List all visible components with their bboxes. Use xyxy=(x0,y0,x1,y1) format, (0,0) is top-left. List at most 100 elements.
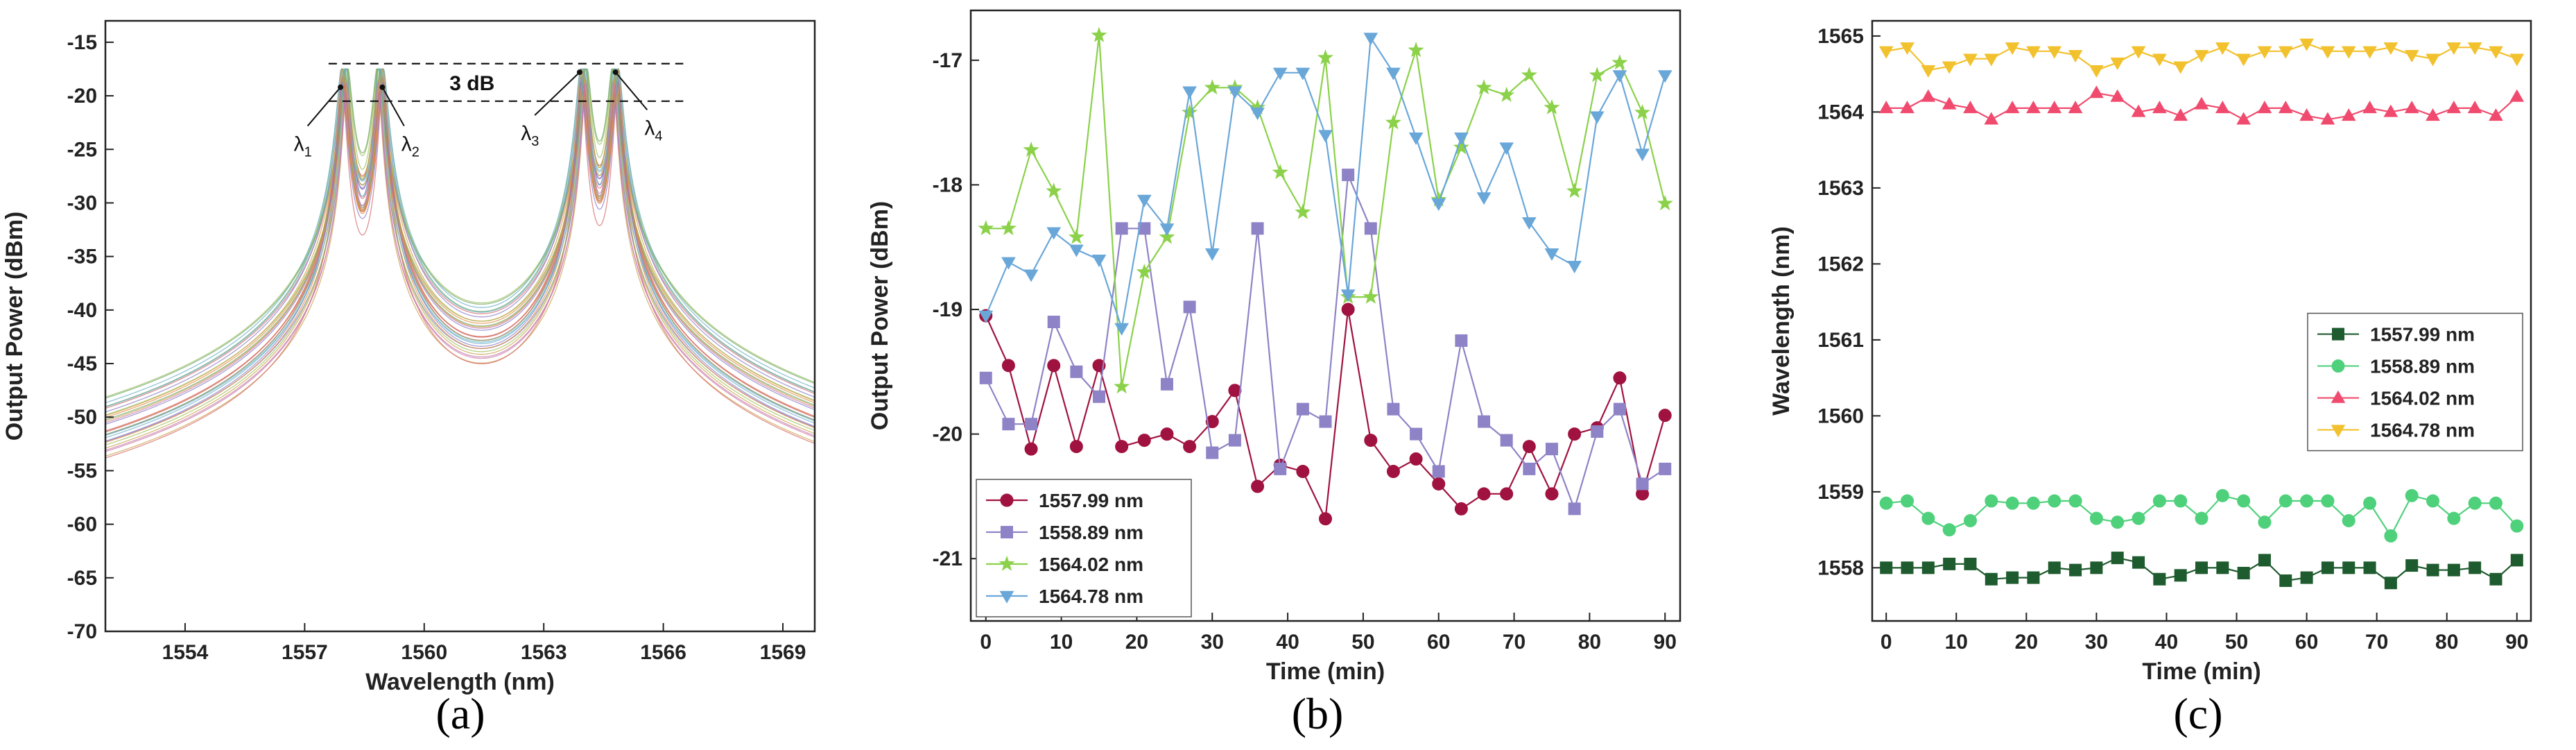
y-tick-label: 1562 xyxy=(1817,253,1864,275)
data-point-marker xyxy=(2194,50,2209,63)
data-point-marker xyxy=(2446,42,2462,56)
series-2 xyxy=(1879,488,2524,543)
data-point-marker xyxy=(1521,217,1537,230)
data-point-marker xyxy=(1023,142,1039,157)
legend-item: 1557.99 nm xyxy=(2317,324,2475,346)
data-point-marker xyxy=(1942,61,1957,74)
data-point-marker xyxy=(1318,130,1333,143)
x-tick-label: 30 xyxy=(1201,631,1224,654)
x-tick-label: 10 xyxy=(1945,631,1968,654)
data-point-marker xyxy=(1250,108,1265,121)
y-tick-label: 1563 xyxy=(1817,177,1864,200)
data-point-marker xyxy=(2047,46,2062,59)
data-point-marker xyxy=(1317,49,1334,65)
data-point-marker xyxy=(2362,101,2377,114)
x-tick-label: 60 xyxy=(2295,631,2318,654)
legend-item: 1564.02 nm xyxy=(986,554,1143,575)
x-tick-label: 40 xyxy=(1276,631,1299,654)
spectrum-traces xyxy=(105,68,815,459)
series-line xyxy=(985,35,1666,387)
data-point-marker xyxy=(2383,104,2398,117)
data-point-marker xyxy=(2068,494,2082,508)
data-point-marker xyxy=(2194,96,2209,110)
data-point-marker xyxy=(1114,378,1130,394)
data-point-marker xyxy=(1138,222,1151,235)
legend: 1557.99 nm 1558.89 nm 1564.02 nm 1564.78 nm xyxy=(2307,312,2523,452)
data-point-marker xyxy=(2363,561,2376,574)
data-point-marker xyxy=(1183,300,1196,314)
lambda-arrow-head xyxy=(338,84,344,90)
data-point-marker xyxy=(1500,487,1514,501)
x-tick-label: 30 xyxy=(2085,631,2108,654)
lambda-arrow-line xyxy=(306,87,341,127)
data-point-marker xyxy=(1068,228,1084,244)
series-1 xyxy=(1880,552,2523,590)
x-tick-label: 1569 xyxy=(760,641,806,664)
lambda-symbol: λ xyxy=(401,133,412,156)
data-point-marker xyxy=(2383,42,2398,56)
y-tick-label: -25 xyxy=(67,138,97,161)
data-point-marker xyxy=(2047,101,2062,114)
y-tick-label: 1558 xyxy=(1817,556,1864,579)
data-point-marker xyxy=(1114,323,1130,336)
data-point-marker xyxy=(1499,142,1514,155)
data-point-marker xyxy=(2237,494,2251,508)
legend-label: 1557.99 nm xyxy=(2370,324,2475,346)
data-point-marker xyxy=(1296,402,1309,416)
data-point-marker xyxy=(2131,46,2146,59)
y-tick-label: -65 xyxy=(67,567,97,590)
data-point-marker xyxy=(1566,182,1583,198)
y-tick-label: -70 xyxy=(67,620,97,643)
data-point-marker xyxy=(1409,452,1423,466)
data-point-marker xyxy=(2174,569,2187,582)
data-point-marker xyxy=(1182,86,1197,99)
data-point-marker xyxy=(2006,571,2019,584)
data-point-marker xyxy=(1046,227,1062,240)
data-point-marker xyxy=(2195,511,2208,525)
data-point-marker xyxy=(1984,53,1999,67)
data-point-marker xyxy=(1136,264,1152,279)
data-point-marker xyxy=(2341,46,2356,59)
data-point-marker xyxy=(2258,515,2272,529)
data-point-marker xyxy=(2048,561,2061,574)
x-axis-label: Time (min) xyxy=(1266,658,1385,685)
annotation-3db: 3 dB xyxy=(449,72,494,95)
data-point-marker xyxy=(2321,561,2334,574)
data-point-marker xyxy=(1385,114,1401,130)
data-point-marker xyxy=(2110,58,2125,71)
data-point-marker xyxy=(1613,402,1626,416)
data-point-marker xyxy=(1295,67,1311,80)
data-point-marker xyxy=(1272,164,1288,180)
data-point-marker xyxy=(2469,561,2482,574)
data-point-marker xyxy=(2384,529,2398,543)
data-point-marker xyxy=(1091,26,1107,42)
data-point-marker xyxy=(1657,70,1672,83)
data-point-marker xyxy=(2215,101,2230,114)
data-point-marker xyxy=(2510,554,2523,567)
legend-label: 1564.02 nm xyxy=(2370,388,2475,409)
legend-label: 1558.89 nm xyxy=(1039,522,1143,543)
spectrum-trace xyxy=(105,69,815,445)
data-point-marker xyxy=(1921,89,1936,102)
data-point-marker xyxy=(1204,248,1220,262)
data-point-marker xyxy=(2467,42,2482,56)
data-point-marker xyxy=(2111,515,2125,529)
data-point-marker xyxy=(1521,67,1537,83)
panel-label: (a) xyxy=(435,689,485,738)
lambda-arrow-line xyxy=(534,71,580,116)
data-point-marker xyxy=(1364,434,1378,448)
plot-frame xyxy=(969,9,1682,622)
series-3 xyxy=(978,26,1673,394)
data-point-marker xyxy=(2426,494,2440,508)
data-point-marker xyxy=(1657,195,1673,211)
data-point-marker xyxy=(1093,390,1106,403)
data-point-marker xyxy=(1182,104,1198,120)
y-tick-label: -55 xyxy=(67,459,97,482)
data-point-marker xyxy=(2257,46,2272,59)
legend-item: 1564.78 nm xyxy=(2317,420,2475,441)
data-point-marker xyxy=(1386,464,1400,478)
legend-label: 1564.78 nm xyxy=(2370,420,2475,441)
spectrum-trace xyxy=(105,68,815,408)
data-point-marker xyxy=(1476,192,1492,205)
